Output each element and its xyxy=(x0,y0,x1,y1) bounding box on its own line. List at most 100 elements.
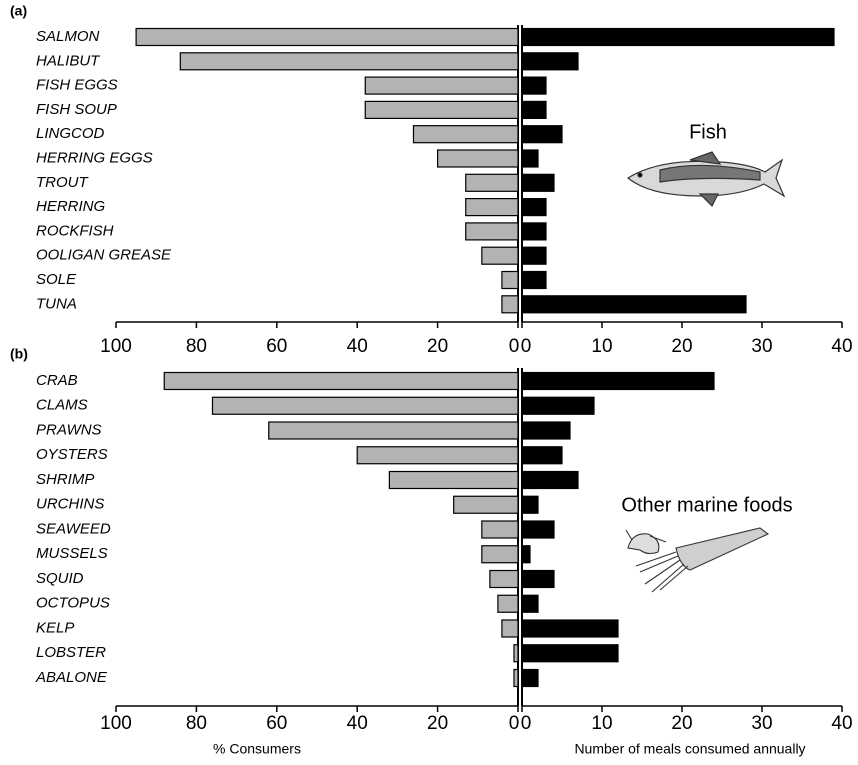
annotation: Fish xyxy=(689,121,727,143)
bar xyxy=(522,174,554,191)
bar xyxy=(365,101,518,118)
category-label: SHRIMP xyxy=(36,471,94,488)
bar xyxy=(522,620,618,637)
tick-label: 0 xyxy=(509,713,520,734)
bar xyxy=(522,373,714,390)
category-label: FISH EGGS xyxy=(36,77,118,94)
category-label: ABALONE xyxy=(35,669,108,686)
bar xyxy=(454,496,518,513)
bar xyxy=(413,126,518,143)
bar xyxy=(522,247,546,264)
bar xyxy=(514,670,518,687)
bar xyxy=(522,670,538,687)
tick-label: 40 xyxy=(347,336,368,357)
category-label: MUSSELS xyxy=(36,545,108,562)
fish-illustration xyxy=(628,152,784,206)
bar xyxy=(389,472,518,489)
category-label: LINGCOD xyxy=(36,125,105,142)
bar xyxy=(482,247,518,264)
category-label: HERRING xyxy=(36,198,106,215)
category-label: HALIBUT xyxy=(36,52,101,69)
bar xyxy=(522,472,578,489)
category-label: CRAB xyxy=(36,372,78,389)
bar xyxy=(466,199,518,216)
bar xyxy=(522,223,546,240)
bar xyxy=(164,373,518,390)
category-label: TROUT xyxy=(36,174,89,191)
category-label: OYSTERS xyxy=(36,446,108,463)
bar xyxy=(522,29,834,46)
annotation: Other marine foods xyxy=(621,494,792,516)
chart: (a)FishSALMONHALIBUTFISH EGGSFISH SOUPLI… xyxy=(0,0,858,765)
tick-label: 20 xyxy=(671,336,692,357)
tick-label: 0 xyxy=(521,713,532,734)
tick-label: 10 xyxy=(591,713,612,734)
bar xyxy=(522,422,570,439)
panel-label: (b) xyxy=(10,346,28,362)
category-label: TUNA xyxy=(36,295,77,312)
tick-label: 60 xyxy=(266,336,287,357)
bar xyxy=(502,620,518,637)
bar xyxy=(514,645,518,662)
tick-label: 40 xyxy=(347,713,368,734)
category-label: LOBSTER xyxy=(36,644,106,661)
panel-label: (a) xyxy=(10,3,27,19)
bar xyxy=(522,126,562,143)
bar xyxy=(490,571,518,588)
bar xyxy=(357,447,518,464)
tick-label: 0 xyxy=(521,336,532,357)
tick-label: 100 xyxy=(100,336,132,357)
bar xyxy=(269,422,518,439)
category-label: CLAMS xyxy=(36,397,88,414)
tick-label: 20 xyxy=(427,336,448,357)
tick-label: 30 xyxy=(751,713,772,734)
bar xyxy=(466,223,518,240)
category-label: ROCKFISH xyxy=(36,222,114,239)
bar xyxy=(502,272,518,289)
category-label: SEAWEED xyxy=(36,520,111,537)
bar xyxy=(522,645,618,662)
x2-axis-label: Number of meals consumed annually xyxy=(574,741,805,757)
category-label: SQUID xyxy=(36,570,84,587)
tick-label: 80 xyxy=(186,713,207,734)
bar xyxy=(482,546,518,563)
bar xyxy=(502,296,518,313)
category-label: KELP xyxy=(36,619,74,636)
x-axis-label: % Consumers xyxy=(213,741,301,757)
bar xyxy=(522,447,562,464)
bar xyxy=(482,521,518,538)
bar xyxy=(522,521,554,538)
tick-label: 0 xyxy=(509,336,520,357)
bar xyxy=(522,77,546,94)
bar xyxy=(438,150,518,167)
bar xyxy=(466,174,518,191)
bar xyxy=(522,272,546,289)
category-label: FISH SOUP xyxy=(36,101,117,118)
tick-label: 30 xyxy=(751,336,772,357)
category-label: SOLE xyxy=(36,271,77,288)
bar xyxy=(522,199,546,216)
tick-label: 10 xyxy=(591,336,612,357)
tick-label: 60 xyxy=(266,713,287,734)
bar xyxy=(136,29,518,46)
category-label: PRAWNS xyxy=(36,421,102,438)
bar xyxy=(522,546,530,563)
category-label: OOLIGAN GREASE xyxy=(36,247,172,264)
tick-label: 100 xyxy=(100,713,132,734)
bar xyxy=(522,150,538,167)
tick-label: 40 xyxy=(831,713,852,734)
category-label: HERRING EGGS xyxy=(36,149,153,166)
tick-label: 20 xyxy=(671,713,692,734)
bar xyxy=(522,101,546,118)
bar xyxy=(180,53,518,70)
bar xyxy=(365,77,518,94)
bar xyxy=(522,53,578,70)
tick-label: 40 xyxy=(831,336,852,357)
bar xyxy=(522,296,746,313)
category-label: OCTOPUS xyxy=(36,595,110,612)
tick-label: 80 xyxy=(186,336,207,357)
bar xyxy=(522,496,538,513)
bar xyxy=(522,571,554,588)
bar xyxy=(212,397,518,414)
bar xyxy=(498,595,518,612)
